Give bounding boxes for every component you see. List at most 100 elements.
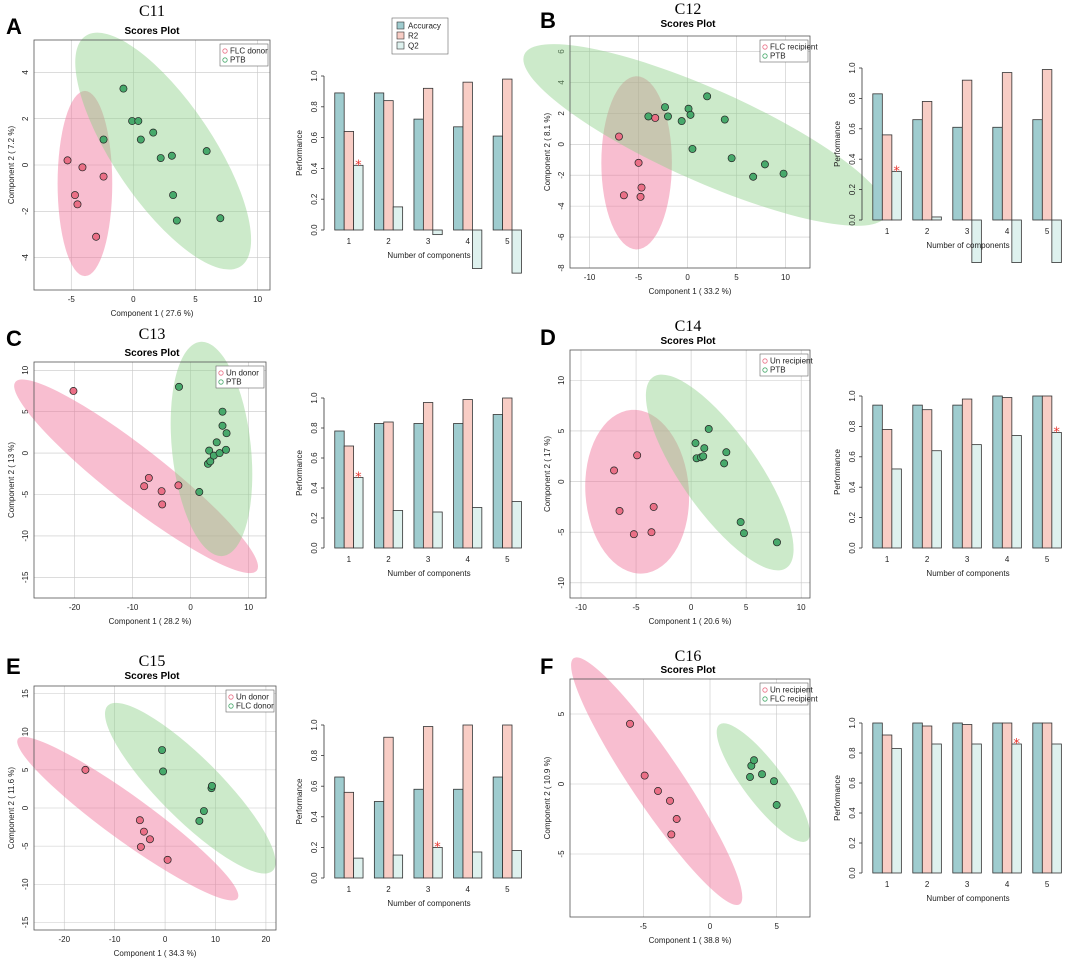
bar-q2 (392, 510, 404, 549)
group2-point (746, 773, 754, 781)
y-tick-label: 0.6 (310, 131, 319, 143)
y-tick-label: 1.0 (848, 62, 857, 74)
scores-plot-title: Scores Plot (124, 671, 180, 682)
group2-point (99, 135, 108, 144)
panel-letter: B (540, 8, 556, 33)
condition-label: C15 (139, 653, 166, 670)
x-tick-label: 2 (386, 237, 391, 246)
scores-plot-title: Scores Plot (124, 26, 180, 37)
bar-accuracy (992, 395, 1003, 549)
y-tick-label: 0.4 (310, 482, 319, 494)
group1-point (654, 787, 662, 795)
x-tick-label: 0 (188, 603, 193, 612)
x-axis-label: Number of components (387, 899, 470, 908)
group2-point (195, 488, 204, 496)
bar-q2 (931, 450, 942, 549)
x-tick-label: 5 (734, 273, 739, 282)
group2-point (175, 382, 183, 391)
legend-marker-group1 (228, 694, 234, 700)
plot-frame (569, 35, 811, 269)
y-tick-label: 0 (557, 479, 566, 484)
group1-point (78, 163, 87, 172)
bar-q2 (1011, 743, 1022, 874)
group2-point (216, 214, 225, 223)
group2-point (720, 459, 729, 468)
x-tick-label: 10 (253, 295, 262, 304)
y-tick-label: 15 (21, 689, 30, 698)
y-tick-label: 6 (557, 49, 566, 54)
group1-point (73, 200, 82, 209)
y-tick-label: -6 (557, 233, 566, 241)
bar-q2 (353, 477, 364, 549)
group2-point (749, 172, 758, 181)
group2-confidence-ellipse (523, 44, 888, 226)
scores-legend-box (219, 43, 269, 67)
legend-marker-group1 (762, 687, 768, 693)
x-tick-label: -20 (58, 935, 70, 944)
bar-q2 (511, 229, 522, 274)
group2-point (677, 117, 686, 126)
group1-confidence-ellipse (14, 379, 259, 574)
y-tick-label: 0.8 (848, 92, 857, 104)
bar-r2 (881, 429, 893, 549)
y-tick-label: -4 (21, 253, 30, 261)
y-tick-label: 0.6 (848, 123, 857, 135)
y-tick-label: 0 (21, 450, 30, 455)
bar-accuracy (872, 93, 883, 221)
x-tick-label: -10 (584, 273, 596, 282)
group1-point (651, 114, 660, 122)
performance-plot: 1 * 2 3 4 5 0.0 0.2 0.4 0.6 0.8 1.0 Number of compon… (295, 17, 522, 274)
bar-accuracy (373, 423, 385, 549)
y-axis-label: Performance (295, 450, 304, 496)
bar-accuracy (1032, 722, 1043, 874)
group1-point (174, 481, 183, 490)
x-tick-label: 5 (1045, 880, 1050, 889)
group1-point (139, 827, 148, 836)
group2-point (691, 439, 700, 448)
y-tick-label: -2 (21, 207, 30, 215)
bar-accuracy (334, 776, 345, 879)
bar-r2 (961, 724, 973, 874)
y-tick-label: 2 (557, 111, 566, 116)
plot-frame (569, 678, 811, 918)
bar-r2 (1041, 395, 1053, 549)
group2-confidence-ellipse (716, 723, 810, 842)
group2-confidence-ellipse (645, 374, 794, 571)
x-axis-label: Component 1 ( 38.8 %) (649, 936, 732, 945)
legend-label-accuracy: Accuracy (408, 22, 441, 31)
scores-plot: Scores Plot -10 -5 0 5 10 -8 -6 -4 -2 0 2 4 6 FLC reci… (523, 19, 888, 296)
bar-accuracy (373, 801, 385, 879)
legend-label-group1: Un donor (236, 693, 269, 702)
x-axis-label: Component 1 ( 33.2 %) (649, 287, 732, 296)
bar-r2 (1001, 397, 1013, 549)
bar-q2 (1051, 219, 1062, 263)
group2-point (727, 154, 736, 163)
bar-r2 (1001, 722, 1013, 874)
legend-swatch-r2 (396, 31, 405, 40)
bar-accuracy (492, 135, 503, 231)
group2-point (750, 756, 758, 765)
legend-marker-group2 (228, 703, 234, 709)
scores-plot-title: Scores Plot (660, 19, 716, 30)
bar-r2 (921, 409, 933, 549)
x-axis-label: Component 1 ( 27.6 %) (111, 309, 194, 318)
group1-point (637, 183, 646, 192)
x-tick-label: 0 (708, 922, 713, 931)
group2-point (202, 147, 211, 156)
y-tick-label: -15 (21, 571, 30, 583)
group2-point (222, 445, 230, 454)
x-axis-label: Component 1 ( 34.3 %) (114, 949, 197, 958)
bar-r2 (422, 726, 434, 879)
x-tick-label: 4 (465, 555, 470, 564)
x-tick-label: 3 (426, 885, 431, 894)
y-tick-label: 5 (21, 767, 30, 772)
panel-letter: C (6, 326, 22, 351)
scores-plot-title: Scores Plot (124, 348, 180, 359)
group1-point (81, 765, 90, 774)
panel-letter: F (540, 654, 553, 679)
group2-point (212, 438, 221, 447)
x-tick-label: 3 (965, 555, 970, 564)
group2-point (136, 135, 145, 144)
group1-point (99, 172, 108, 181)
bar-accuracy (492, 776, 503, 879)
